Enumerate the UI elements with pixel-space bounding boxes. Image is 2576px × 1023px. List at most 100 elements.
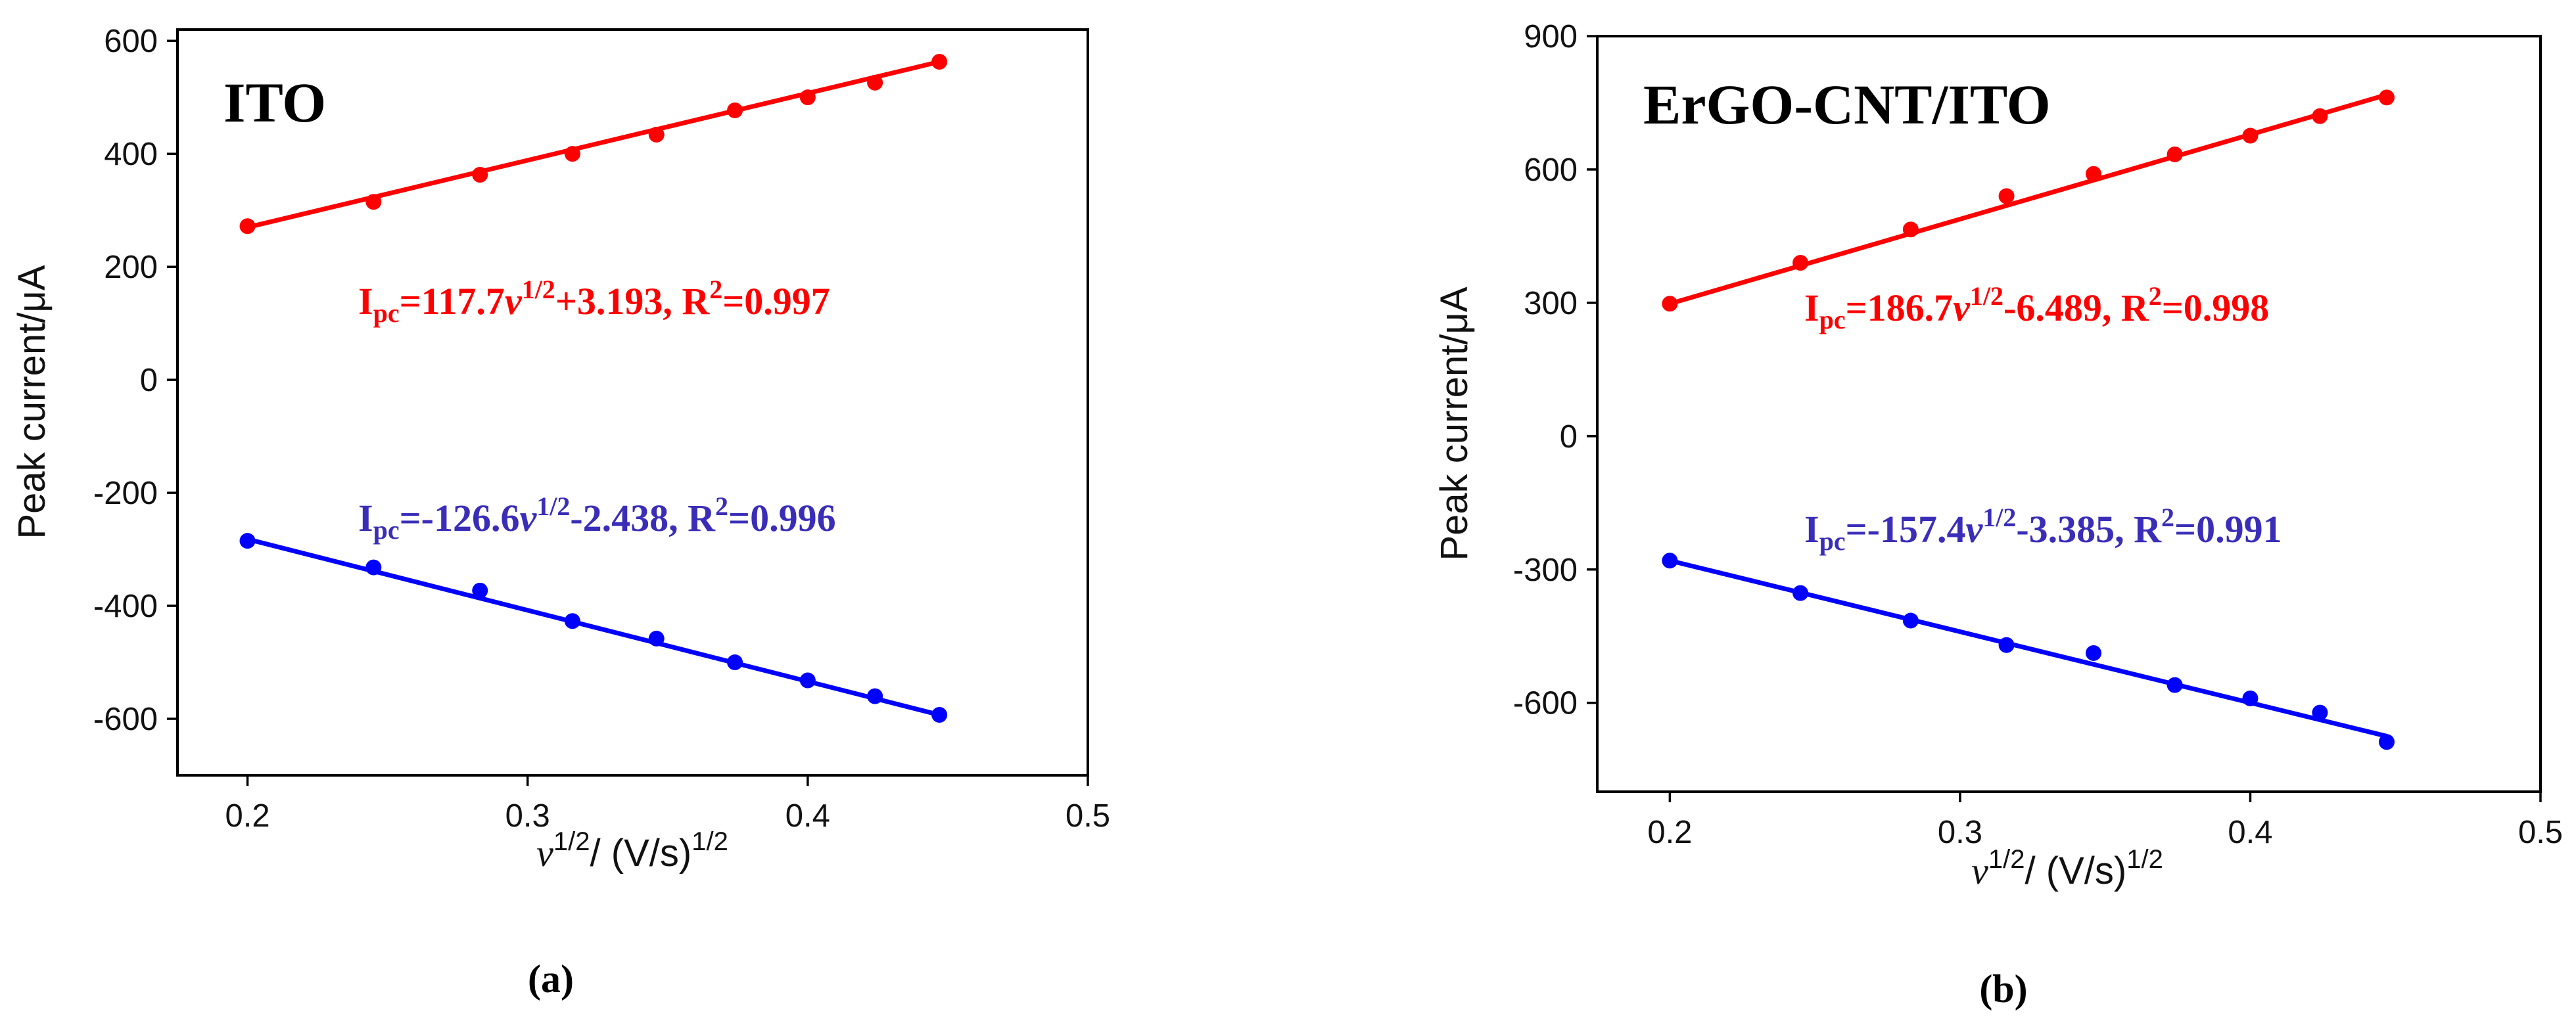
eq-sup: 1/2 bbox=[1970, 281, 2003, 311]
eq-nu: ν bbox=[1965, 508, 1983, 551]
data-point-anodic bbox=[1902, 221, 1919, 238]
data-point-anodic bbox=[1662, 296, 1678, 312]
axis-ticks-b: 0.2 0.3 0.4 0.5 -600 -300 0 300 600 900 bbox=[1513, 19, 2563, 850]
eq-part2: -2.438, R bbox=[570, 497, 716, 539]
fit-line-anodic bbox=[245, 59, 942, 230]
data-marks-a bbox=[239, 54, 948, 723]
data-point-anodic bbox=[1998, 188, 2015, 204]
eq-nu: ν bbox=[1953, 286, 1971, 329]
eq-part1: =186.7 bbox=[1846, 286, 1954, 329]
eq-sup2: 2 bbox=[2149, 281, 2162, 311]
eq-part1: =-126.6 bbox=[400, 497, 520, 539]
y-tick-label: -600 bbox=[1513, 686, 1578, 721]
x-unit: / (V/s) bbox=[590, 832, 692, 875]
x-tick-label: 0.5 bbox=[1066, 798, 1110, 834]
x-tick-label: 0.2 bbox=[225, 798, 269, 834]
y-axis-title-b: Peak current/μA bbox=[1433, 286, 1476, 560]
data-point-anodic bbox=[2242, 127, 2259, 144]
x-symbol: ν bbox=[1971, 850, 1988, 892]
x-sup2: 1/2 bbox=[691, 827, 728, 856]
x-unit: / (V/s) bbox=[2025, 850, 2127, 892]
data-point-cathodic bbox=[1662, 553, 1678, 569]
eq-sub: pc bbox=[373, 298, 400, 328]
data-point-cathodic bbox=[727, 654, 743, 671]
data-point-anodic bbox=[2166, 146, 2183, 162]
y-tick-label: 300 bbox=[1524, 286, 1578, 321]
data-point-anodic bbox=[648, 126, 665, 143]
axis-ticks-a: 0.2 0.3 0.4 0.5 -600 -400 -200 0 200 400 600 bbox=[93, 24, 1110, 834]
eq-nu: ν bbox=[505, 280, 523, 323]
eq-sub: pc bbox=[1819, 305, 1846, 334]
chart-panel-b: 0.2 0.3 0.4 0.5 -600 -300 0 300 600 900 ErGO-CNT/… bbox=[1433, 19, 2563, 1011]
data-point-anodic bbox=[2378, 89, 2395, 106]
chart-title-b: ErGO-CNT/ITO bbox=[1643, 73, 2051, 136]
data-point-cathodic bbox=[2086, 645, 2102, 661]
eq-sup: 1/2 bbox=[536, 491, 570, 521]
y-tick-label: 400 bbox=[104, 137, 158, 172]
data-point-anodic bbox=[931, 54, 948, 70]
plot-frame-b bbox=[1596, 35, 2542, 793]
data-point-cathodic bbox=[239, 533, 256, 549]
eq-part3: =0.996 bbox=[728, 497, 836, 539]
data-point-anodic bbox=[472, 166, 488, 183]
data-point-cathodic bbox=[867, 688, 883, 704]
eq-part3: =0.997 bbox=[722, 280, 830, 323]
data-point-cathodic bbox=[1792, 585, 1809, 601]
eq-nu: ν bbox=[519, 497, 537, 539]
data-point-cathodic bbox=[2166, 677, 2183, 693]
eq-part3: =0.991 bbox=[2174, 508, 2282, 551]
data-point-cathodic bbox=[799, 672, 816, 689]
x-tick-label: 0.3 bbox=[505, 798, 550, 834]
y-tick-label: 0 bbox=[140, 363, 158, 398]
data-point-cathodic bbox=[2378, 734, 2395, 750]
eq-sup2: 2 bbox=[2161, 503, 2174, 532]
x-sup2: 1/2 bbox=[2126, 845, 2163, 874]
eq-sup: 1/2 bbox=[1982, 503, 2016, 532]
x-sup1: 1/2 bbox=[553, 827, 590, 856]
data-marks-b bbox=[1662, 89, 2395, 750]
x-tick-label: 0.5 bbox=[2518, 815, 2563, 850]
eq-base: I bbox=[358, 280, 373, 323]
y-tick-label: 900 bbox=[1524, 19, 1578, 55]
data-point-anodic bbox=[564, 146, 580, 162]
eq-base: I bbox=[358, 497, 373, 539]
x-tick-label: 0.4 bbox=[2228, 815, 2272, 850]
fit-line-cathodic bbox=[245, 537, 942, 717]
data-point-anodic bbox=[799, 89, 816, 106]
data-point-cathodic bbox=[1902, 612, 1919, 629]
data-point-cathodic bbox=[931, 706, 948, 723]
eq-part2: +3.193, R bbox=[555, 280, 711, 323]
data-point-anodic bbox=[2312, 108, 2328, 124]
panel-label-b: (b) bbox=[1979, 967, 2027, 1011]
equation-cathodic-a: Ipc=-126.6ν1/2-2.438, R2=0.996 bbox=[358, 491, 836, 545]
eq-sub: pc bbox=[1819, 526, 1846, 556]
y-tick-label: 200 bbox=[104, 250, 158, 285]
data-point-cathodic bbox=[2242, 690, 2259, 706]
eq-sup2: 2 bbox=[715, 491, 728, 521]
y-tick-label: 600 bbox=[104, 24, 158, 59]
y-tick-label: -400 bbox=[93, 589, 158, 624]
eq-sub: pc bbox=[373, 515, 400, 545]
data-point-cathodic bbox=[564, 613, 580, 629]
y-tick-label: -300 bbox=[1513, 553, 1578, 588]
eq-part2: -6.489, R bbox=[2003, 286, 2149, 329]
data-point-cathodic bbox=[2312, 704, 2328, 721]
equation-cathodic-b: Ipc=-157.4ν1/2-3.385, R2=0.991 bbox=[1804, 503, 2282, 556]
y-axis-title-a: Peak current/μA bbox=[11, 265, 53, 539]
eq-base: I bbox=[1804, 286, 1819, 329]
equation-anodic-b: Ipc=186.7ν1/2-6.489, R2=0.998 bbox=[1804, 281, 2269, 334]
fit-line-cathodic bbox=[1667, 558, 2389, 739]
x-axis-title-a: ν1/2/ (V/s)1/2 bbox=[536, 827, 728, 875]
equation-anodic-a: Ipc=117.7ν1/2+3.193, R2=0.997 bbox=[358, 275, 830, 328]
eq-part1: =117.7 bbox=[400, 280, 505, 323]
data-point-anodic bbox=[239, 218, 256, 235]
chart-title-a: ITO bbox=[223, 71, 326, 134]
y-tick-label: 600 bbox=[1524, 152, 1578, 188]
data-point-anodic bbox=[2086, 166, 2102, 182]
eq-sup: 1/2 bbox=[522, 275, 555, 304]
x-tick-label: 0.4 bbox=[785, 798, 830, 834]
data-point-anodic bbox=[867, 74, 883, 91]
data-point-anodic bbox=[1792, 255, 1809, 271]
data-point-anodic bbox=[365, 194, 382, 210]
